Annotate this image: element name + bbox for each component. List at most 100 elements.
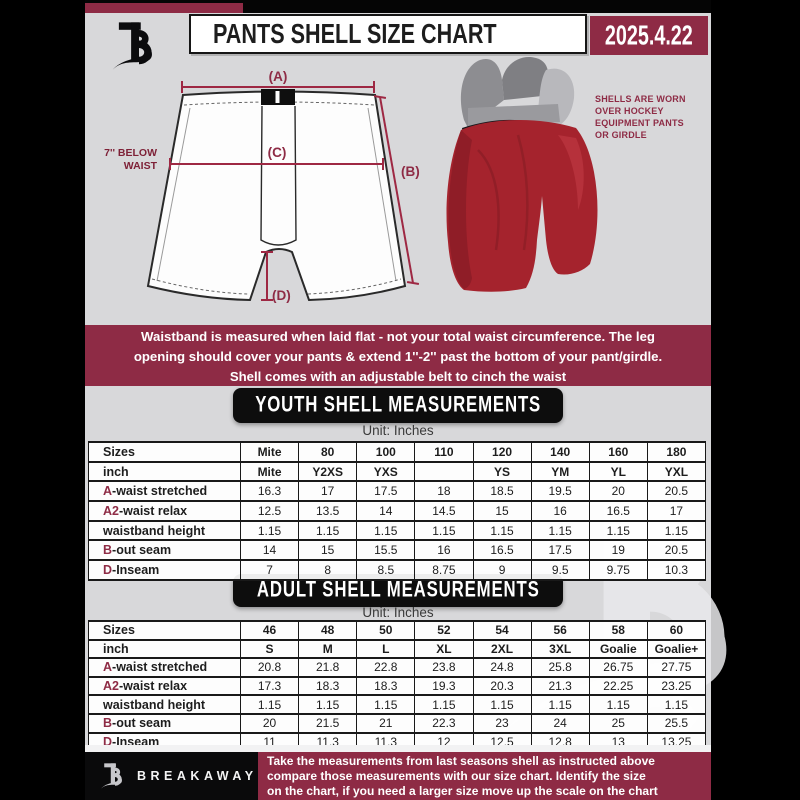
table-row: waistband height 1.15 1.15 1.15 1.15 1.15 1.15… [88,694,707,714]
row-label: A2-waist relax [88,675,241,696]
size-value-cell: 14.5 [414,500,474,521]
youth-size-table: Sizes Mite 80 100 110 120 140 160 180 inch Mite Y2X… [88,441,707,581]
size-value-cell: 25.8 [530,657,590,677]
size-value-cell: 16.5 [588,500,648,521]
dimension-c-label: (C) [268,145,287,160]
size-value-cell: 1.15 [298,519,358,541]
size-value-cell: 15.5 [356,539,416,561]
measurement-letter: A2 [103,503,119,518]
size-value-cell: 20 [588,480,648,502]
size-value-cell: 16.3 [239,480,300,502]
size-value-cell: Mite [239,460,300,482]
size-value-cell: 180 [646,441,707,462]
table-row: D-Inseam 7 8 8.5 8.75 9 9.5 9.75 10.3 [88,559,707,580]
size-value-cell: 19 [588,539,648,561]
size-value-cell: 24 [530,712,590,733]
size-value-cell: 19.3 [414,675,474,696]
row-label: A-waist stretched [88,480,241,502]
size-value-cell: 15 [472,500,532,521]
size-value-cell: 17 [298,480,358,502]
size-value-cell: 1.15 [356,519,416,541]
adult-size-table: Sizes 46 48 50 52 54 56 58 60 inch S M L XL 2XL 3XL Goal… [88,620,707,753]
measurement-letter: A2 [103,679,119,694]
footer-instructions: Take the measurements from last seasons … [258,752,711,800]
size-value-cell: 21.5 [298,712,358,733]
size-value-cell: M [298,638,358,659]
adult-section-title: ADULT SHELL MEASUREMENTS [256,577,540,603]
date-text: 2025.4.22 [605,19,693,51]
size-value-cell: 1.15 [414,694,474,714]
size-value-cell: 21.8 [298,657,358,677]
size-value-cell: 19.5 [530,480,590,502]
size-value-cell: 2XL [472,638,532,659]
size-value-cell: 9 [472,559,532,580]
table-row: A-waist stretched 16.3 17 17.5 18 18.5 19.5 20 2… [88,480,707,502]
size-value-cell: YM [530,460,590,482]
title-box: PANTS SHELL SIZE CHART [189,14,587,54]
size-value-cell: 23 [472,712,532,733]
size-value-cell [414,460,474,482]
measurement-letter: B [103,716,113,731]
measurement-letter: D [103,562,113,577]
size-value-cell: 16.5 [472,539,532,561]
size-value-cell: 1.15 [646,694,707,714]
size-value-cell: 1.15 [298,694,358,714]
measurement-notice-banner: Waistband is measured when laid flat - n… [85,325,711,386]
size-value-cell: 9.5 [530,559,590,580]
row-label: A2-waist relax [88,500,241,521]
footer-divider-strip [85,745,711,752]
size-value-cell: 12.5 [239,500,300,521]
size-value-cell: 56 [530,620,590,640]
size-value-cell: 22.3 [414,712,474,733]
row-label: A-waist stretched [88,657,241,677]
size-value-cell: 14 [356,500,416,521]
size-value-cell: 20.3 [472,675,532,696]
measurement-letter: B [103,543,113,558]
shorts-outline [146,90,407,302]
size-value-cell: 140 [530,441,590,462]
size-value-cell: 1.15 [588,694,648,714]
dimension-b-label: (B) [401,164,420,179]
size-value-cell: 18 [414,480,474,502]
table-row: inch S M L XL 2XL 3XL Goalie Goalie+ [88,638,707,659]
size-value-cell: 8.5 [356,559,416,580]
row-label: Sizes [88,620,241,640]
size-value-cell: L [356,638,416,659]
size-value-cell: 26.75 [588,657,648,677]
size-value-cell: 10.3 [646,559,707,580]
size-value-cell: YXS [356,460,416,482]
table-row: Sizes Mite 80 100 110 120 140 160 180 [88,441,707,462]
size-value-cell: 3XL [530,638,590,659]
size-value-cell: 54 [472,620,532,640]
size-value-cell: 20.5 [646,539,707,561]
measurement-letter: A [103,484,113,499]
measurement-letter: D [103,734,113,749]
row-label: inch [88,460,241,482]
size-value-cell: 80 [298,441,358,462]
table-row: B-out seam 14 15 15.5 16 16.5 17.5 19 20.5 [88,539,707,561]
top-strip [85,0,711,13]
size-value-cell: 18.3 [356,675,416,696]
size-value-cell: YL [588,460,648,482]
adult-unit-label: Unit: Inches [362,605,434,620]
table-row: inch Mite Y2XS YXS YS YM YL YXL [88,460,707,482]
size-value-cell: 50 [356,620,416,640]
table-row: A2-waist relax 17.3 18.3 18.3 19.3 20.3 21.3 22… [88,675,707,696]
row-label: B-out seam [88,712,241,733]
size-value-cell: 1.15 [472,694,532,714]
size-value-cell: 17.3 [239,675,300,696]
table-row: A2-waist relax 12.5 13.5 14 14.5 15 16 16.5 17 [88,500,707,521]
size-value-cell: XL [414,638,474,659]
table-row: B-out seam 20 21.5 21 22.3 23 24 25 25.5 [88,712,707,733]
size-value-cell: 1.15 [530,519,590,541]
table-row: Sizes 46 48 50 52 54 56 58 60 [88,620,707,640]
size-value-cell: 21.3 [530,675,590,696]
table-row: A-waist stretched 20.8 21.8 22.8 23.8 24.8 25.… [88,657,707,677]
size-value-cell: Goalie+ [646,638,707,659]
row-label: B-out seam [88,539,241,561]
size-value-cell: 120 [472,441,532,462]
size-value-cell: 23.25 [646,675,707,696]
breakaway-footer-logo-icon [100,760,130,792]
size-value-cell: 24.8 [472,657,532,677]
size-value-cell: 1.15 [646,519,707,541]
